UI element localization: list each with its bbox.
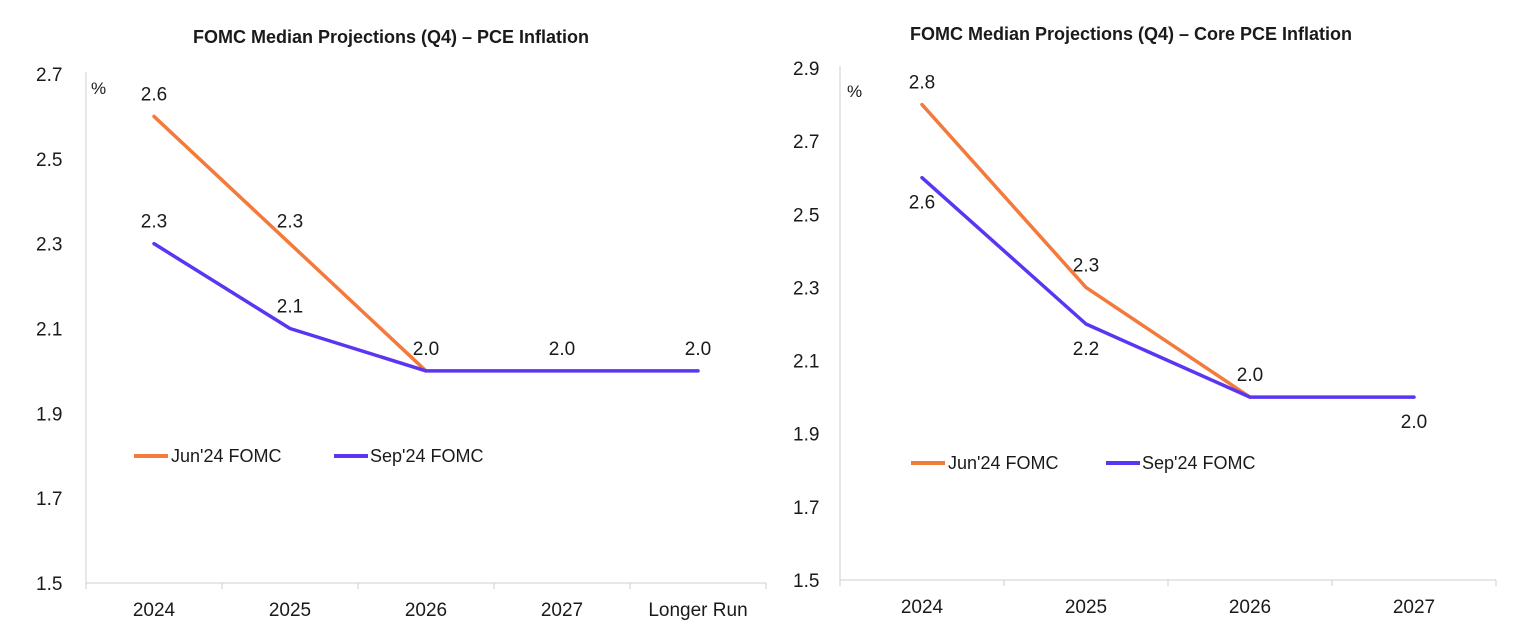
data-label: 2.0 bbox=[413, 339, 439, 360]
data-label: 2.0 bbox=[1401, 412, 1427, 433]
y-tick-label: 1.9 bbox=[36, 404, 62, 425]
chart-pce: 1.5 1.7 1.9 2.1 2.3 2.5 2.7 2024 2025 2026 2027 Lon… bbox=[36, 65, 767, 621]
y-tick-label: 1.7 bbox=[36, 489, 62, 510]
x-tick-label: 2026 bbox=[405, 600, 447, 621]
y-tick-label: 2.3 bbox=[793, 278, 819, 299]
data-label: 2.1 bbox=[277, 297, 303, 318]
y-tick-label: 2.9 bbox=[793, 59, 819, 80]
data-label: 2.6 bbox=[909, 193, 935, 214]
y-tick-label: 2.1 bbox=[36, 320, 62, 341]
y-tick-label: 2.5 bbox=[36, 150, 62, 171]
x-tick-label: 2025 bbox=[1065, 597, 1107, 618]
series-line bbox=[920, 175, 1416, 399]
y-tick-label: 2.7 bbox=[793, 132, 819, 153]
legend-label: Jun'24 FOMC bbox=[171, 446, 281, 466]
unit-label: % bbox=[847, 82, 862, 101]
x-tick-label: 2024 bbox=[133, 600, 176, 621]
x-tick-label: Longer Run bbox=[648, 600, 747, 621]
y-tick-label: 2.7 bbox=[36, 65, 62, 86]
chart-title-core-pce: FOMC Median Projections (Q4) – Core PCE … bbox=[910, 24, 1353, 44]
chart-title-pce: FOMC Median Projections (Q4) – PCE Infla… bbox=[193, 27, 590, 47]
x-tick-label: 2027 bbox=[541, 600, 583, 621]
data-label: 2.3 bbox=[1073, 255, 1099, 276]
legend-label: Jun'24 FOMC bbox=[948, 453, 1058, 473]
x-tick-label: 2025 bbox=[269, 600, 311, 621]
data-label: 2.8 bbox=[909, 73, 935, 94]
y-tick-label: 1.7 bbox=[793, 498, 819, 519]
y-tick-label: 1.9 bbox=[793, 425, 819, 446]
y-tick-label: 1.5 bbox=[793, 571, 819, 592]
y-tick-label: 1.5 bbox=[36, 574, 62, 595]
chart-core-pce: 1.5 1.7 1.9 2.1 2.3 2.5 2.7 2.9 2024 2025 2026 2027… bbox=[793, 59, 1497, 618]
x-tick-label: 2026 bbox=[1229, 597, 1271, 618]
data-label: 2.0 bbox=[1237, 365, 1263, 386]
legend-label: Sep'24 FOMC bbox=[1142, 453, 1255, 473]
data-label: 2.0 bbox=[549, 339, 575, 360]
y-tick-label: 2.3 bbox=[36, 235, 62, 256]
data-label: 2.2 bbox=[1073, 339, 1099, 360]
data-label: 2.3 bbox=[277, 212, 303, 233]
unit-label: % bbox=[91, 79, 106, 98]
x-tick-label: 2027 bbox=[1393, 597, 1435, 618]
data-label: 2.3 bbox=[141, 212, 167, 233]
data-label: 2.6 bbox=[141, 84, 167, 105]
legend-label: Sep'24 FOMC bbox=[370, 446, 483, 466]
x-tick-label: 2024 bbox=[901, 597, 944, 618]
data-label: 2.0 bbox=[685, 339, 711, 360]
y-tick-label: 2.1 bbox=[793, 352, 819, 373]
y-tick-label: 2.5 bbox=[793, 205, 819, 226]
